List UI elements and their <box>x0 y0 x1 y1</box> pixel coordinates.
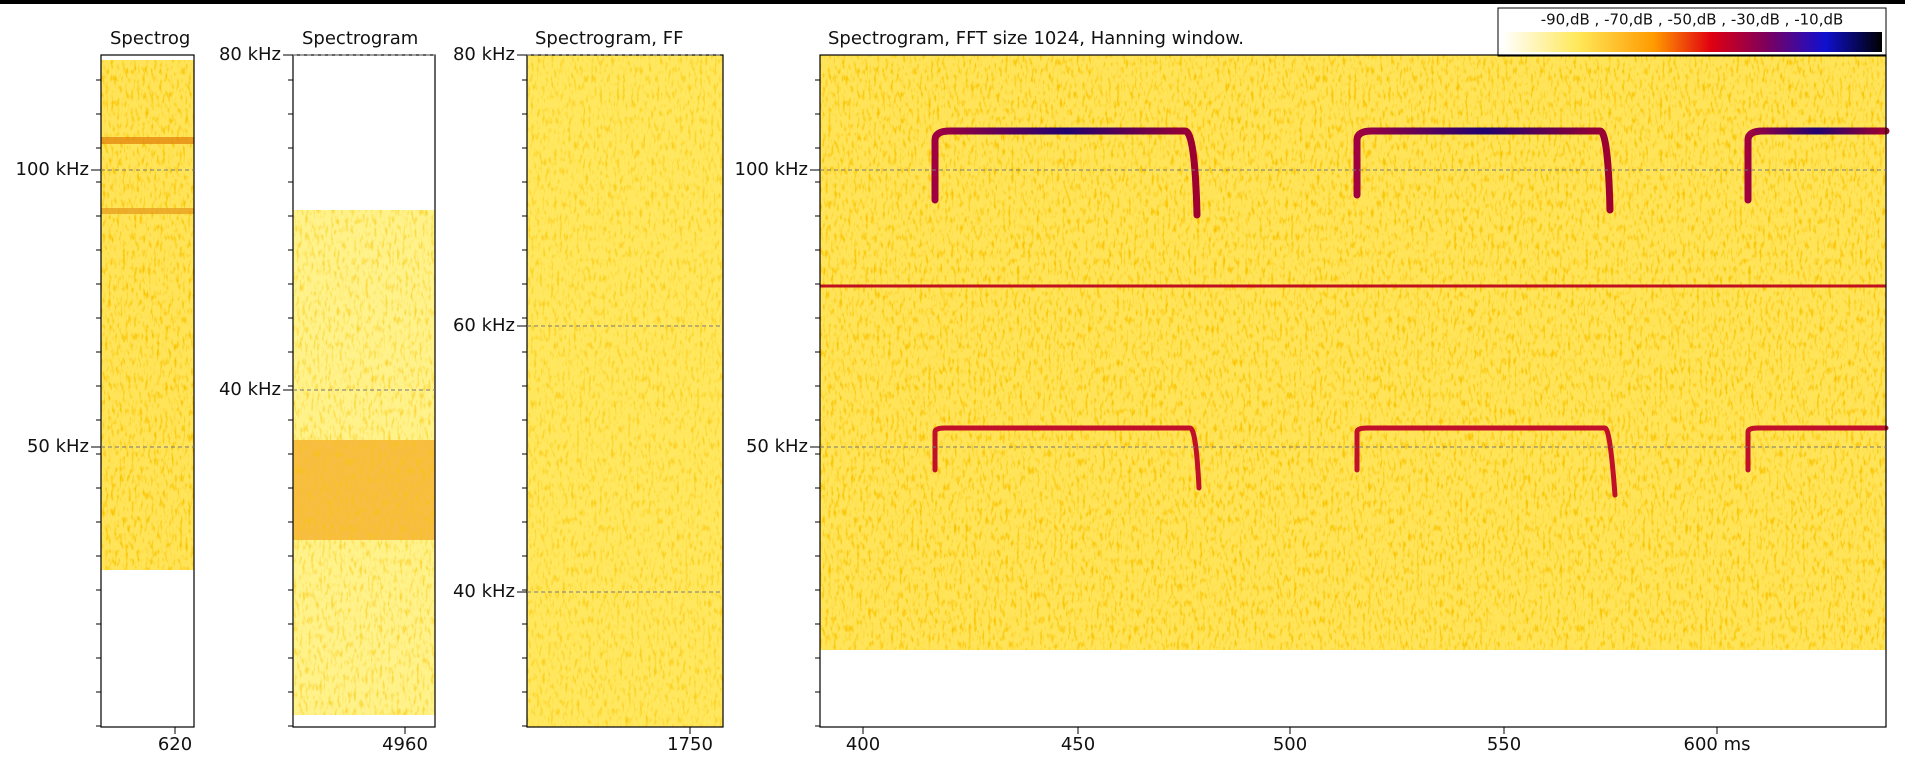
y-tick-label: 100 kHz <box>16 159 90 180</box>
x-tick-label: 450 <box>1061 734 1095 755</box>
y-tick-label: 50 kHz <box>746 436 808 457</box>
y-tick-label: 60 kHz <box>453 315 515 336</box>
noise <box>527 55 723 727</box>
x-tick-label: 400 <box>846 734 880 755</box>
colorbar-label: -90,dB , -70,dB , -50,dB , -30,dB , -10,… <box>1541 11 1844 29</box>
plot-frame <box>819 54 1887 728</box>
x-tick-label: 4960 <box>382 734 428 755</box>
x-tick-label: 600 ms <box>1684 734 1751 755</box>
colorbar <box>1502 32 1882 52</box>
y-tick-label: 40 kHz <box>453 581 515 602</box>
panel-title: Spectrogram <box>302 28 418 49</box>
noise <box>101 60 194 570</box>
x-tick-label: 1750 <box>667 734 713 755</box>
y-tick-label: 80 kHz <box>453 44 515 65</box>
band <box>101 137 194 144</box>
y-tick-label: 40 kHz <box>219 379 281 400</box>
x-tick-label: 500 <box>1273 734 1307 755</box>
x-tick-label: 550 <box>1487 734 1521 755</box>
plot-frame <box>100 54 195 728</box>
panel-title: Spectrogram, FF <box>535 28 683 49</box>
panel-title: Spectrog <box>110 28 190 49</box>
y-tick-label: 80 kHz <box>219 44 281 65</box>
calls <box>931 127 1890 498</box>
band <box>101 208 194 214</box>
y-tick-label: 100 kHz <box>735 159 809 180</box>
noise <box>293 210 435 715</box>
y-tick-label: 50 kHz <box>27 436 89 457</box>
x-tick-label: 620 <box>158 734 192 755</box>
panel-title: Spectrogram, FFT size 1024, Hanning wind… <box>828 28 1244 49</box>
noise <box>820 55 1886 650</box>
